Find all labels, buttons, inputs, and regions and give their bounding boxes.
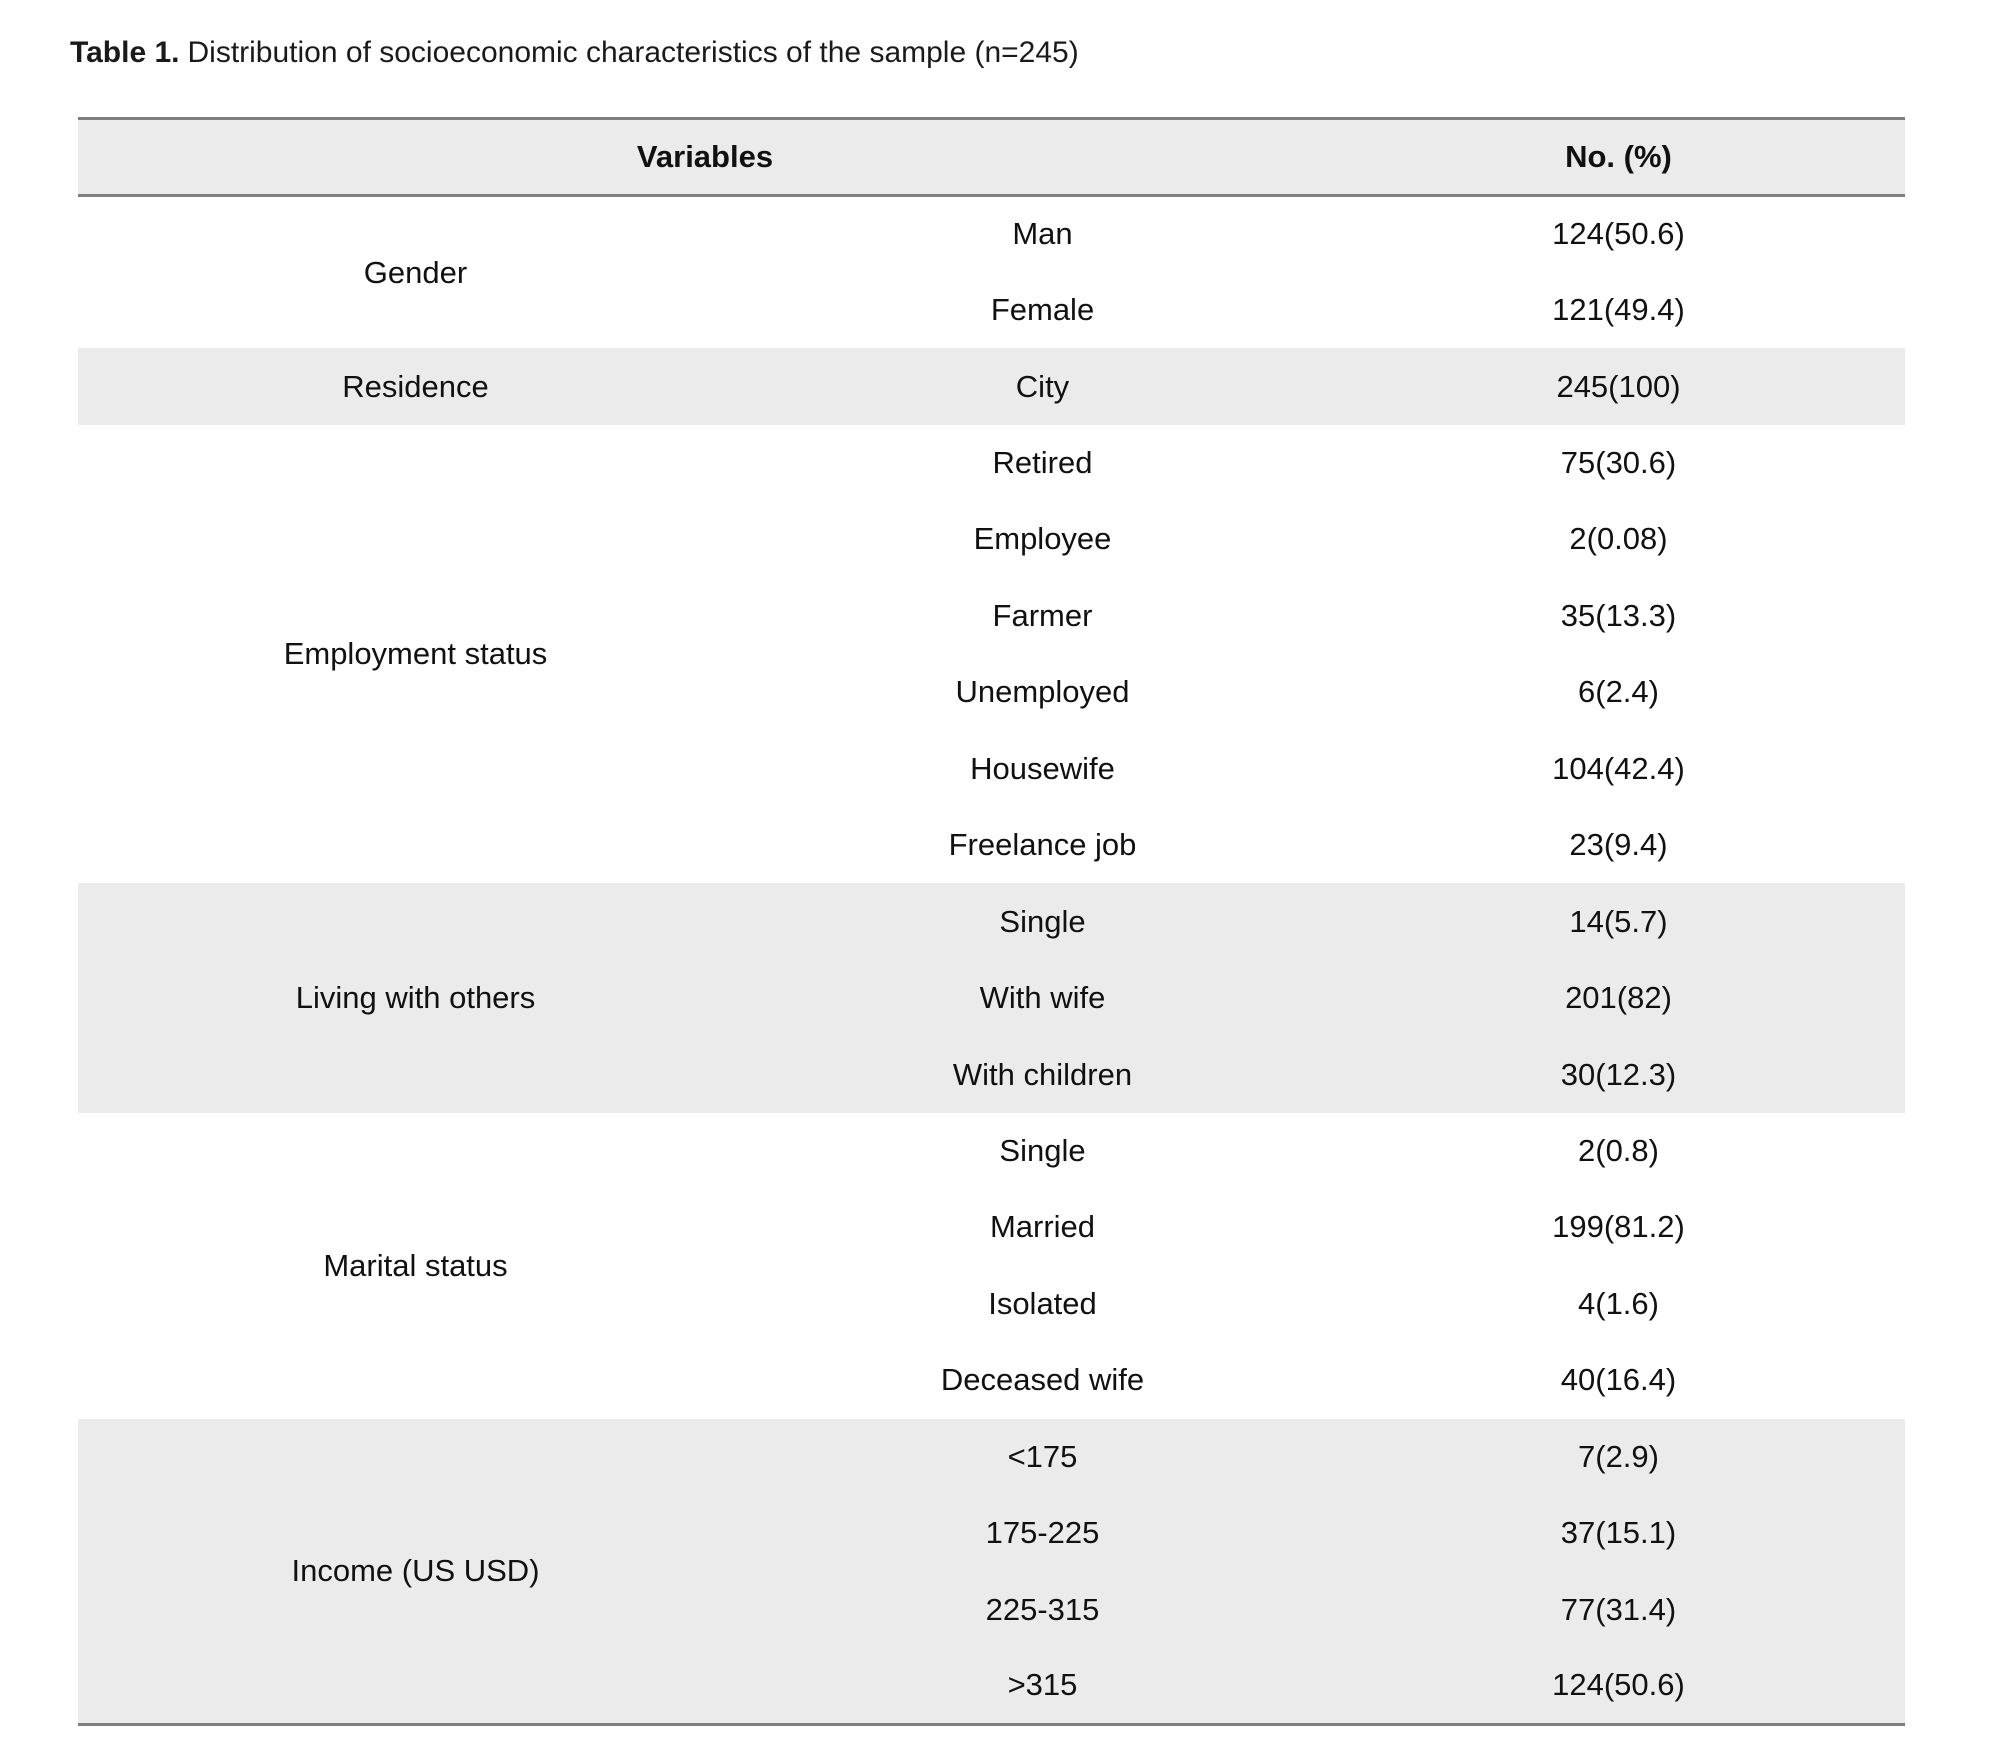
group-label-cell: Gender xyxy=(363,254,468,290)
category-cell: With children xyxy=(952,1056,1133,1092)
table-row: Living with others Single 14(5.7) xyxy=(78,883,1905,1015)
category-cell: Freelance job xyxy=(948,827,1137,863)
category-cell: Female xyxy=(990,292,1095,328)
value-cell: 30(12.3) xyxy=(1560,1056,1677,1092)
category-cell: City xyxy=(1015,368,1070,404)
value-cell: 40(16.4) xyxy=(1560,1362,1677,1398)
value-cell: 124(50.6) xyxy=(1552,216,1685,252)
table-row: Income (US USD) <175 7(2.9) xyxy=(78,1418,1905,1588)
category-cell: <175 xyxy=(1007,1438,1078,1474)
category-cell: Isolated xyxy=(988,1285,1097,1321)
value-cell: 6(2.4) xyxy=(1578,674,1659,710)
category-cell: Housewife xyxy=(970,750,1115,786)
category-cell: Retired xyxy=(992,445,1093,481)
table-row: Marital status Single 2(0.8) xyxy=(78,1112,1905,1283)
category-cell: Single xyxy=(999,1132,1086,1168)
column-header-variables: Variables xyxy=(78,118,1332,197)
socioeconomic-characteristics-table: Variables No. (%) Gender Man 124(50.6) F… xyxy=(78,117,1905,1726)
category-cell: Man xyxy=(1012,216,1073,252)
category-cell: 175-225 xyxy=(985,1515,1100,1551)
category-cell: Farmer xyxy=(992,597,1093,633)
value-cell: 2(0.08) xyxy=(1569,521,1668,557)
value-cell: 199(81.2) xyxy=(1552,1209,1685,1245)
category-cell: With wife xyxy=(979,980,1106,1016)
group-label-cell: Employment status xyxy=(283,636,548,672)
category-cell: Unemployed xyxy=(955,674,1130,710)
value-cell: 77(31.4) xyxy=(1560,1591,1677,1627)
value-cell: 124(50.6) xyxy=(1552,1667,1685,1703)
value-cell: 14(5.7) xyxy=(1569,903,1668,939)
column-header-count: No. (%) xyxy=(1332,118,1905,197)
category-cell: Deceased wife xyxy=(940,1362,1145,1398)
group-label-cell: Living with others xyxy=(295,980,536,1016)
value-cell: 4(1.6) xyxy=(1578,1285,1659,1321)
value-cell: 7(2.9) xyxy=(1578,1438,1659,1474)
value-cell: 75(30.6) xyxy=(1560,445,1677,481)
value-cell: 121(49.4) xyxy=(1552,292,1685,328)
category-cell: >315 xyxy=(1007,1667,1078,1703)
value-cell: 201(82) xyxy=(1565,980,1672,1016)
group-label-cell: Marital status xyxy=(323,1247,508,1283)
category-cell: Married xyxy=(989,1209,1096,1245)
value-cell: 245(100) xyxy=(1556,368,1681,404)
table-header: Variables No. (%) xyxy=(78,118,1905,197)
value-cell: 23(9.4) xyxy=(1569,827,1668,863)
table-row: Employment status Retired 75(30.6) xyxy=(78,424,1905,671)
header-row: Variables No. (%) xyxy=(78,118,1905,197)
value-cell: 104(42.4) xyxy=(1552,750,1685,786)
table-caption-label: Table 1. xyxy=(70,36,180,69)
table-caption-text: Distribution of socioeconomic characteri… xyxy=(187,36,1079,69)
category-cell: 225-315 xyxy=(985,1591,1100,1627)
table-row: Gender Man 124(50.6) xyxy=(78,195,1905,290)
table-caption: Table 1. Distribution of socioeconomic ch… xyxy=(70,34,1079,72)
value-cell: 37(15.1) xyxy=(1560,1515,1677,1551)
value-cell: 35(13.3) xyxy=(1560,597,1677,633)
category-cell: Employee xyxy=(973,521,1112,557)
value-cell: 2(0.8) xyxy=(1578,1132,1659,1168)
category-cell: Single xyxy=(999,903,1086,939)
group-label-cell: Income (US USD) xyxy=(291,1552,540,1588)
table-row: Residence City 245(100) xyxy=(78,348,1905,425)
group-label-cell: Residence xyxy=(342,368,489,404)
